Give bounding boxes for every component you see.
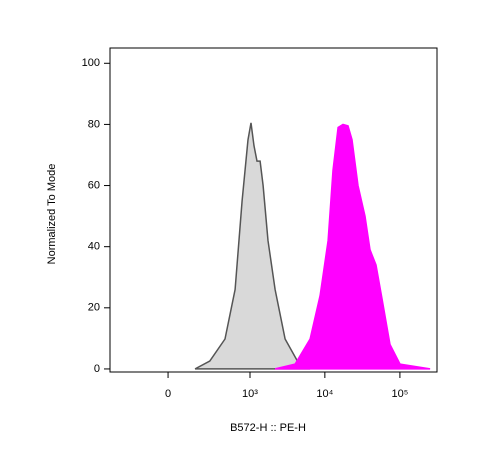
y-tick-label: 100 (82, 57, 100, 69)
y-tick-label: 80 (88, 118, 100, 130)
x-axis-label: B572-H :: PE-H (230, 422, 306, 434)
plot-frame (109, 47, 438, 373)
x-tick-label: 10³ (242, 388, 258, 400)
y-tick-label: 0 (94, 363, 100, 375)
x-tick-label: 0 (165, 388, 171, 400)
y-tick-label: 60 (88, 179, 100, 191)
y-tick-label: 40 (88, 241, 100, 253)
histogram-area (274, 123, 431, 370)
y-axis-label: Normalized To Mode (46, 164, 58, 265)
histogram-area (194, 122, 311, 370)
x-tick-label: 10⁴ (316, 388, 333, 400)
x-tick-label: 10⁵ (392, 388, 409, 400)
y-tick-label: 20 (88, 302, 100, 314)
